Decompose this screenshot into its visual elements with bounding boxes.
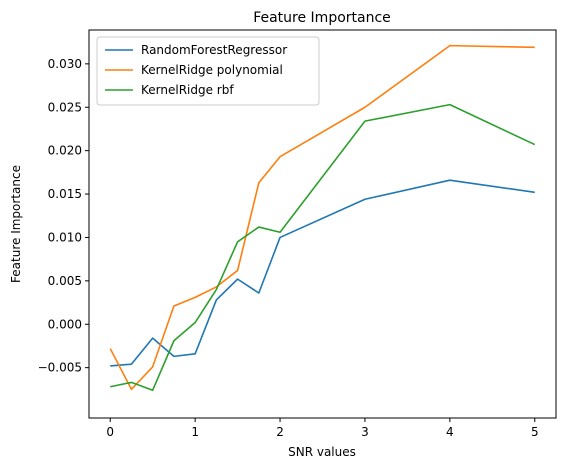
x-axis-label: SNR values bbox=[288, 445, 356, 459]
series-line-0 bbox=[110, 179, 535, 367]
x-axis-ticks: 0 1 2 3 4 5 bbox=[106, 418, 539, 439]
x-tick-label: 2 bbox=[276, 425, 284, 439]
y-tick-label: 0.025 bbox=[48, 100, 82, 114]
y-tick-label: 0.015 bbox=[48, 187, 82, 201]
x-tick-label: 4 bbox=[446, 425, 454, 439]
series-line-2 bbox=[110, 103, 536, 392]
y-tick-label: 0.020 bbox=[48, 144, 82, 158]
legend-box bbox=[96, 36, 320, 106]
series-line-1 bbox=[109, 44, 535, 391]
y-tick-label: 0.030 bbox=[48, 57, 82, 71]
y-axis-ticks: −0.005 0.000 0.005 0.010 0.015 0.020 0.025 0.03… bbox=[38, 57, 89, 375]
chart-title: Feature Importance bbox=[253, 10, 391, 26]
y-tick-label: −0.005 bbox=[38, 361, 82, 375]
legend-entry-1: KernelRidge polynomial bbox=[141, 63, 283, 77]
x-tick-label: 0 bbox=[106, 425, 114, 439]
y-tick-label: 0.005 bbox=[48, 274, 82, 288]
x-tick-label: 1 bbox=[191, 425, 199, 439]
y-tick-label: 0.000 bbox=[48, 317, 82, 331]
legend: RandomForestRegressor KernelRidge polynom… bbox=[96, 36, 320, 106]
x-tick-label: 3 bbox=[361, 425, 369, 439]
y-tick-label: 0.010 bbox=[48, 230, 82, 244]
legend-entry-2: KernelRidge rbf bbox=[141, 83, 234, 97]
plot-frame bbox=[88, 29, 557, 419]
legend-entry-0: RandomForestRegressor bbox=[141, 43, 287, 57]
x-tick-label: 5 bbox=[531, 425, 539, 439]
y-axis-label: Feature Importance bbox=[9, 165, 23, 283]
plot-area bbox=[109, 44, 536, 392]
